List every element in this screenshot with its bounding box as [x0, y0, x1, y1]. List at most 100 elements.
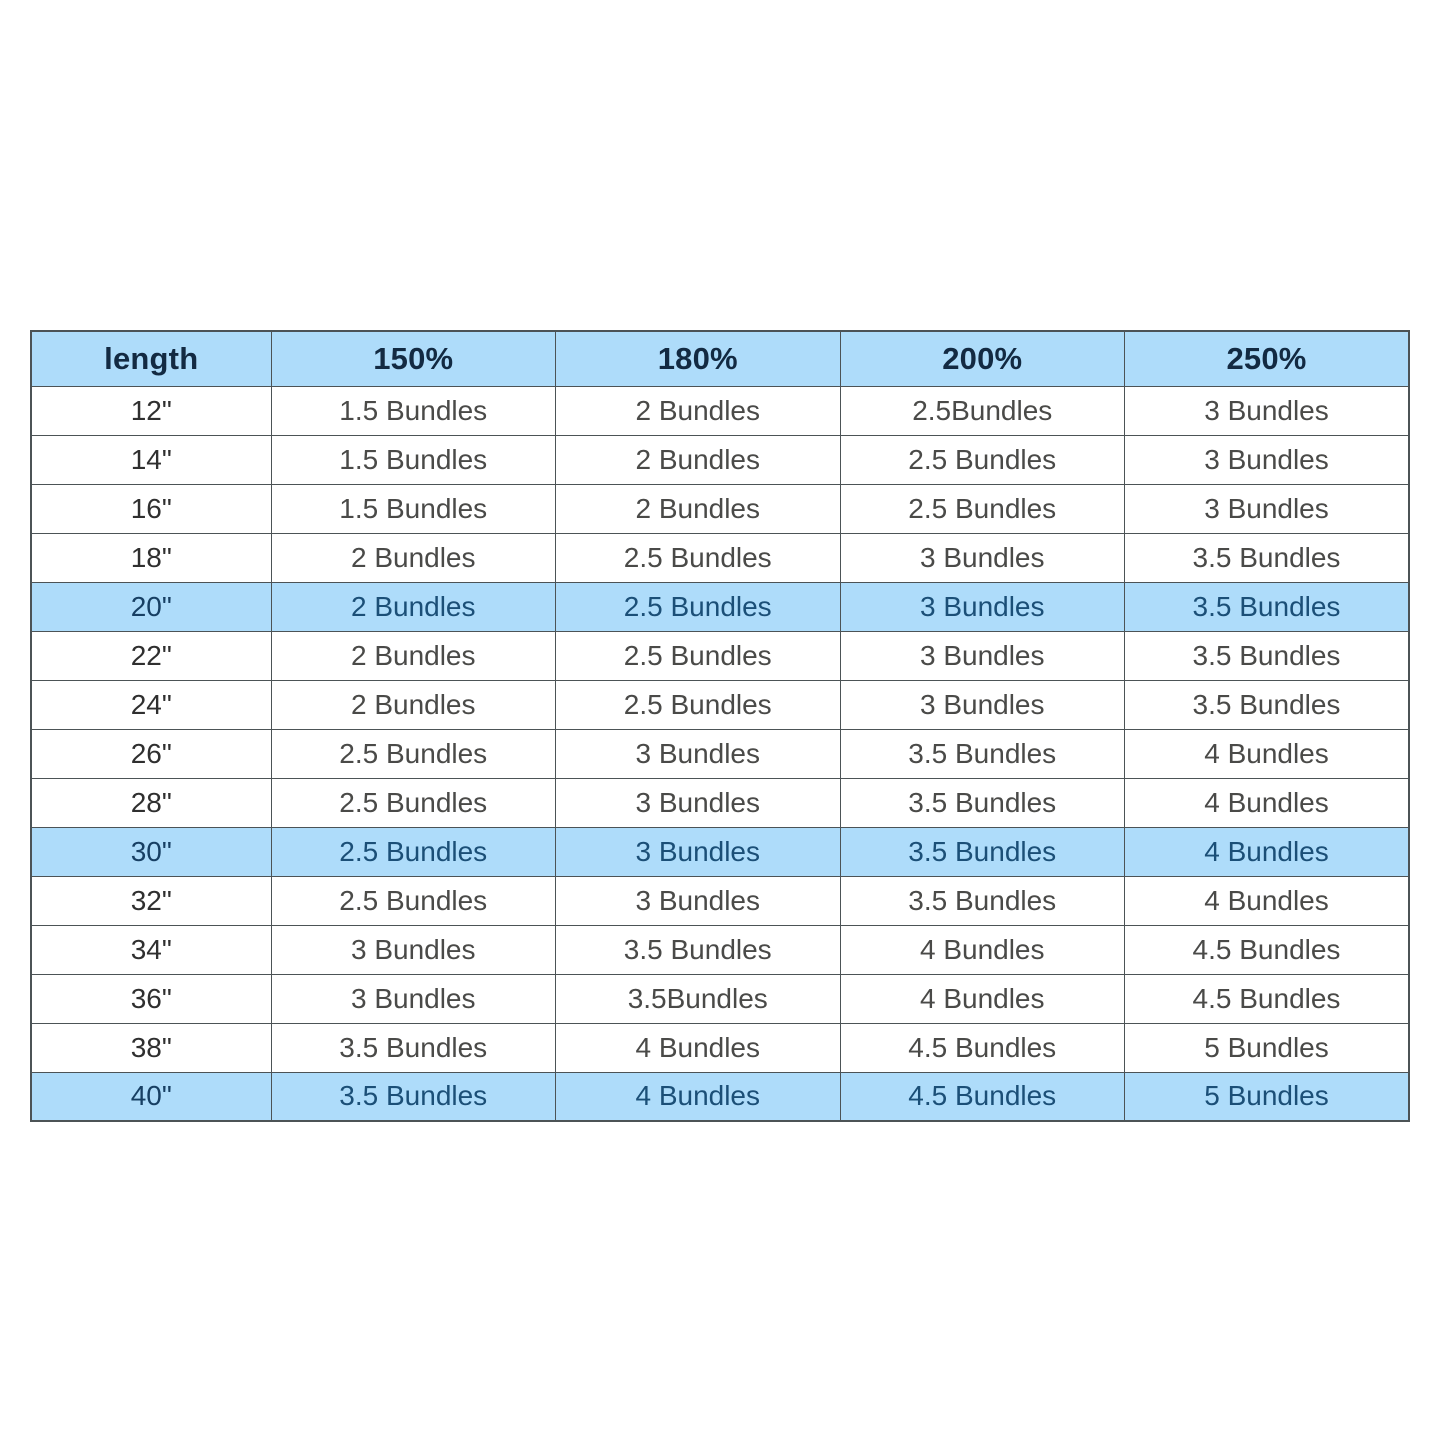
cell-bundles: 2 Bundles [270, 630, 556, 681]
cell-bundles: 4 Bundles [1124, 875, 1410, 926]
cell-bundles: 4 Bundles [555, 1071, 841, 1122]
cell-length: 26" [30, 728, 272, 779]
cell-bundles: 2.5 Bundles [839, 483, 1125, 534]
cell-length: 20" [30, 581, 272, 632]
cell-bundles: 2 Bundles [270, 581, 556, 632]
table-row: 16" 1.5 Bundles 2 Bundles 2.5 Bundles 3 Bund… [30, 483, 1410, 534]
table-row: 30" 2.5 Bundles 3 Bundles 3.5 Bundles 4 Bund… [30, 826, 1410, 877]
table-row: 18" 2 Bundles 2.5 Bundles 3 Bundles 3.5 Bund… [30, 532, 1410, 583]
cell-bundles: 2 Bundles [270, 679, 556, 730]
cell-bundles: 5 Bundles [1124, 1022, 1410, 1073]
cell-length: 14" [30, 434, 272, 485]
cell-bundles: 2 Bundles [555, 483, 841, 534]
cell-length: 28" [30, 777, 272, 828]
cell-length: 40" [30, 1071, 272, 1122]
cell-bundles: 3.5 Bundles [839, 826, 1125, 877]
table-row: 34" 3 Bundles 3.5 Bundles 4 Bundles 4.5 Bund… [30, 924, 1410, 975]
table-row: 26" 2.5 Bundles 3 Bundles 3.5 Bundles 4 Bund… [30, 728, 1410, 779]
table-row: 14" 1.5 Bundles 2 Bundles 2.5 Bundles 3 Bund… [30, 434, 1410, 485]
cell-bundles: 4 Bundles [555, 1022, 841, 1073]
cell-length: 16" [30, 483, 272, 534]
cell-bundles: 1.5 Bundles [270, 434, 556, 485]
cell-bundles: 3 Bundles [1124, 434, 1410, 485]
cell-bundles: 3 Bundles [839, 532, 1125, 583]
cell-bundles: 2 Bundles [555, 385, 841, 436]
cell-bundles: 3 Bundles [270, 973, 556, 1024]
cell-length: 38" [30, 1022, 272, 1073]
cell-bundles: 3 Bundles [555, 728, 841, 779]
cell-bundles: 3.5 Bundles [270, 1022, 556, 1073]
cell-bundles: 3.5 Bundles [1124, 630, 1410, 681]
cell-bundles: 4.5 Bundles [1124, 973, 1410, 1024]
cell-length: 30" [30, 826, 272, 877]
cell-bundles: 2.5 Bundles [270, 875, 556, 926]
cell-bundles: 4 Bundles [1124, 728, 1410, 779]
cell-bundles: 3.5 Bundles [270, 1071, 556, 1122]
cell-bundles: 2.5 Bundles [839, 434, 1125, 485]
cell-bundles: 1.5 Bundles [270, 483, 556, 534]
cell-bundles: 3.5 Bundles [1124, 679, 1410, 730]
cell-bundles: 1.5 Bundles [270, 385, 556, 436]
cell-bundles: 3 Bundles [555, 875, 841, 926]
cell-bundles: 3.5 Bundles [555, 924, 841, 975]
table-header: length 150% 180% 200% 250% [30, 330, 1410, 387]
cell-bundles: 3 Bundles [1124, 385, 1410, 436]
table-row: 28" 2.5 Bundles 3 Bundles 3.5 Bundles 4 Bund… [30, 777, 1410, 828]
cell-bundles: 2.5 Bundles [270, 728, 556, 779]
cell-bundles: 3 Bundles [839, 581, 1125, 632]
table-row: 12" 1.5 Bundles 2 Bundles 2.5Bundles 3 Bundl… [30, 385, 1410, 436]
cell-bundles: 2 Bundles [270, 532, 556, 583]
cell-bundles: 3 Bundles [839, 679, 1125, 730]
cell-length: 36" [30, 973, 272, 1024]
table-row: 24" 2 Bundles 2.5 Bundles 3 Bundles 3.5 Bund… [30, 679, 1410, 730]
table-row: 40" 3.5 Bundles 4 Bundles 4.5 Bundles 5 Bund… [30, 1071, 1410, 1122]
cell-bundles: 2.5 Bundles [555, 630, 841, 681]
cell-bundles: 3.5 Bundles [839, 777, 1125, 828]
table-row: 32" 2.5 Bundles 3 Bundles 3.5 Bundles 4 Bund… [30, 875, 1410, 926]
column-header-density-200: 200% [839, 330, 1125, 387]
table-body: 12" 1.5 Bundles 2 Bundles 2.5Bundles 3 Bundl… [30, 385, 1410, 1122]
table-header-row: length 150% 180% 200% 250% [30, 330, 1410, 387]
cell-bundles: 3 Bundles [1124, 483, 1410, 534]
cell-bundles: 3.5 Bundles [839, 728, 1125, 779]
cell-bundles: 3 Bundles [839, 630, 1125, 681]
table-row: 20" 2 Bundles 2.5 Bundles 3 Bundles 3.5 Bund… [30, 581, 1410, 632]
cell-length: 18" [30, 532, 272, 583]
cell-bundles: 3.5 Bundles [1124, 532, 1410, 583]
cell-bundles: 3.5 Bundles [1124, 581, 1410, 632]
table-row: 22" 2 Bundles 2.5 Bundles 3 Bundles 3.5 Bund… [30, 630, 1410, 681]
cell-bundles: 4 Bundles [1124, 777, 1410, 828]
cell-bundles: 3.5 Bundles [839, 875, 1125, 926]
cell-bundles: 5 Bundles [1124, 1071, 1410, 1122]
cell-bundles: 4 Bundles [1124, 826, 1410, 877]
cell-bundles: 2.5 Bundles [555, 532, 841, 583]
cell-bundles: 3 Bundles [270, 924, 556, 975]
cell-bundles: 2.5 Bundles [555, 581, 841, 632]
cell-length: 34" [30, 924, 272, 975]
cell-bundles: 3.5Bundles [555, 973, 841, 1024]
cell-bundles: 4.5 Bundles [839, 1022, 1125, 1073]
cell-bundles: 4.5 Bundles [1124, 924, 1410, 975]
cell-length: 32" [30, 875, 272, 926]
cell-bundles: 2.5Bundles [839, 385, 1125, 436]
cell-bundles: 3 Bundles [555, 826, 841, 877]
column-header-density-150: 150% [270, 330, 556, 387]
cell-length: 22" [30, 630, 272, 681]
table-row: 38" 3.5 Bundles 4 Bundles 4.5 Bundles 5 Bund… [30, 1022, 1410, 1073]
hair-bundle-length-density-table: length 150% 180% 200% 250% 12" 1.5 Bundles 2 B… [30, 330, 1410, 1122]
cell-bundles: 3 Bundles [555, 777, 841, 828]
cell-bundles: 4 Bundles [839, 924, 1125, 975]
cell-length: 24" [30, 679, 272, 730]
column-header-length: length [30, 330, 272, 387]
cell-bundles: 2.5 Bundles [270, 777, 556, 828]
cell-length: 12" [30, 385, 272, 436]
cell-bundles: 2 Bundles [555, 434, 841, 485]
cell-bundles: 4.5 Bundles [839, 1071, 1125, 1122]
cell-bundles: 2.5 Bundles [270, 826, 556, 877]
bundle-chart-container: length 150% 180% 200% 250% 12" 1.5 Bundles 2 B… [30, 330, 1410, 1122]
column-header-density-250: 250% [1124, 330, 1410, 387]
cell-bundles: 2.5 Bundles [555, 679, 841, 730]
table-row: 36" 3 Bundles 3.5Bundles 4 Bundles 4.5 Bundl… [30, 973, 1410, 1024]
column-header-density-180: 180% [555, 330, 841, 387]
cell-bundles: 4 Bundles [839, 973, 1125, 1024]
